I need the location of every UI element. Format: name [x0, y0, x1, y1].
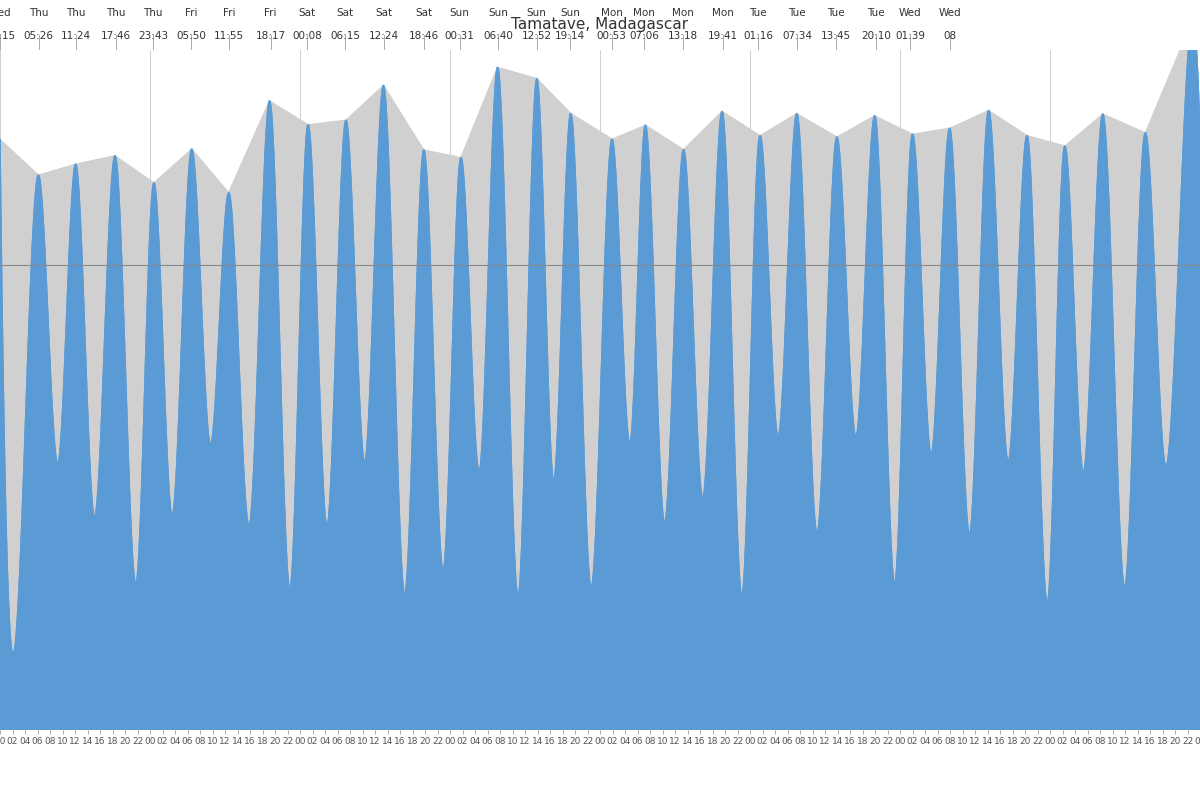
Text: 18:17: 18:17	[256, 31, 286, 41]
Text: Mon: Mon	[601, 7, 623, 18]
Text: 20:10: 20:10	[862, 31, 890, 41]
Text: Sun: Sun	[527, 7, 547, 18]
Text: 23:43: 23:43	[138, 31, 168, 41]
Text: 11:55: 11:55	[214, 31, 245, 41]
Text: 12:52: 12:52	[522, 31, 552, 41]
Text: Thu: Thu	[66, 7, 85, 18]
Text: 01:16: 01:16	[743, 31, 773, 41]
Text: 07:06: 07:06	[630, 31, 659, 41]
Text: Fri: Fri	[264, 7, 277, 18]
Text: Tue: Tue	[868, 7, 884, 18]
Text: 17:46: 17:46	[101, 31, 131, 41]
Text: 05:26: 05:26	[24, 31, 54, 41]
Text: Tue: Tue	[788, 7, 806, 18]
Text: Tue: Tue	[749, 7, 767, 18]
Text: Wed: Wed	[0, 7, 11, 18]
Text: Wed: Wed	[938, 7, 961, 18]
Text: Sat: Sat	[299, 7, 316, 18]
Text: Sat: Sat	[337, 7, 354, 18]
Text: 00:31: 00:31	[444, 31, 474, 41]
Text: Fri: Fri	[223, 7, 235, 18]
Text: Fri: Fri	[185, 7, 197, 18]
Text: 19:41: 19:41	[708, 31, 738, 41]
Text: 13:18: 13:18	[668, 31, 698, 41]
Text: 06:15: 06:15	[330, 31, 360, 41]
Text: 11:24: 11:24	[61, 31, 91, 41]
Text: Tamatave, Madagascar: Tamatave, Madagascar	[511, 18, 689, 33]
Text: Mon: Mon	[712, 7, 734, 18]
Text: Tue: Tue	[827, 7, 845, 18]
Text: Thu: Thu	[29, 7, 48, 18]
Text: 18:46: 18:46	[408, 31, 439, 41]
Text: 23:15: 23:15	[0, 31, 16, 41]
Text: 08: 08	[943, 31, 956, 41]
Text: 05:50: 05:50	[176, 31, 206, 41]
Text: Sun: Sun	[488, 7, 508, 18]
Text: 00:53: 00:53	[596, 31, 626, 41]
Text: Mon: Mon	[634, 7, 655, 18]
Text: 13:45: 13:45	[821, 31, 851, 41]
Text: 19:14: 19:14	[556, 31, 586, 41]
Text: 06:40: 06:40	[484, 31, 512, 41]
Text: Thu: Thu	[143, 7, 163, 18]
Text: Sat: Sat	[376, 7, 392, 18]
Text: Mon: Mon	[672, 7, 694, 18]
Text: 01:39: 01:39	[895, 31, 925, 41]
Text: 07:34: 07:34	[782, 31, 812, 41]
Text: Thu: Thu	[106, 7, 126, 18]
Text: Sun: Sun	[560, 7, 580, 18]
Text: 12:24: 12:24	[368, 31, 398, 41]
Text: Wed: Wed	[899, 7, 922, 18]
Text: Sun: Sun	[450, 7, 469, 18]
Text: 00:08: 00:08	[292, 31, 322, 41]
Text: Sat: Sat	[415, 7, 432, 18]
